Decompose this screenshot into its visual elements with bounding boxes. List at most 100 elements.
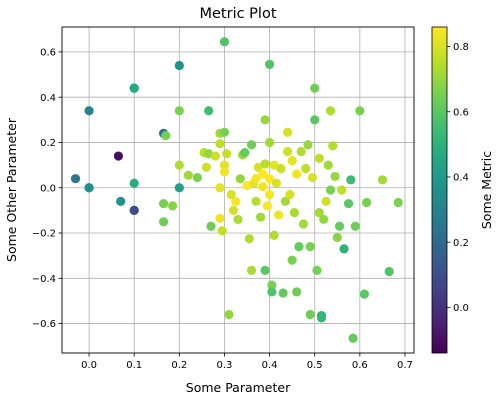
scatter-point: [174, 106, 184, 116]
scatter-point: [231, 196, 241, 206]
scatter-point: [289, 208, 300, 218]
scatter-point: [325, 106, 336, 116]
scatter-point: [319, 214, 329, 225]
scatter-point: [129, 83, 139, 93]
scatter-point: [316, 313, 327, 323]
y-tick-label: 0.6: [40, 48, 56, 59]
x-tick-label: 0.6: [352, 360, 368, 371]
scatter-point: [219, 160, 230, 170]
scatter-point: [332, 232, 342, 243]
scatter-point: [377, 175, 388, 185]
scatter-point: [346, 175, 356, 185]
y-tick-label: 0.0: [40, 183, 56, 194]
colorbar: [431, 26, 448, 354]
colorbar-tick-label: 0.4: [453, 173, 469, 184]
scatter-point: [158, 198, 169, 209]
scatter-point: [343, 198, 354, 209]
colorbar-tick-label: 0.6: [453, 107, 469, 118]
scatter-point: [260, 159, 270, 169]
y-tick-label: −0.6: [32, 319, 56, 330]
scatter-point: [283, 146, 293, 157]
scatter-point: [215, 183, 225, 193]
scatter-point: [255, 212, 266, 222]
scatter-point: [305, 241, 315, 252]
scatter-point: [116, 196, 126, 206]
scatter-point: [337, 185, 347, 195]
x-tick-label: 0.2: [171, 360, 187, 371]
colorbar-tick-label: 0.8: [453, 42, 469, 53]
scatter-point: [285, 189, 295, 200]
plot-area-frame: [61, 26, 415, 354]
scatter-point: [192, 172, 202, 183]
scatter-point: [362, 197, 372, 208]
scatter-point: [314, 208, 324, 218]
scatter-point: [301, 163, 311, 174]
scatter-point: [310, 115, 320, 125]
scatter-point: [287, 155, 297, 166]
scatter-point: [298, 219, 309, 229]
scatter-point: [264, 189, 275, 200]
scatter-point: [246, 140, 257, 150]
scatter-point: [215, 138, 225, 149]
y-axis-ticks: −0.6 −0.4 −0.2 0.0 0.2 0.4 0.6: [32, 48, 62, 330]
scatter-point: [384, 266, 394, 277]
scatter-point: [174, 183, 184, 193]
scatter-point: [174, 160, 184, 170]
gridlines: [62, 27, 414, 353]
scatter-point: [226, 189, 236, 200]
scatter-point: [264, 174, 275, 184]
y-tick-label: 0.4: [40, 93, 56, 104]
scatter-point: [278, 288, 288, 298]
scatter-point: [264, 59, 275, 69]
scatter-point: [246, 265, 257, 275]
scatter-point: [204, 106, 214, 116]
scatter-point: [167, 201, 178, 211]
x-axis-ticks: 0.0 0.1 0.2 0.3 0.4 0.5 0.6 0.7: [81, 353, 413, 371]
scatter-point: [258, 169, 268, 179]
scatter-point: [251, 174, 261, 184]
scatter-point: [264, 137, 275, 148]
colorbar-ticks: 0.0 0.2 0.4 0.6 0.8: [447, 42, 469, 314]
scatter-point: [328, 141, 338, 151]
scatter-point: [262, 201, 272, 211]
chart-title: Metric Plot: [199, 6, 276, 22]
scatter-point: [210, 151, 221, 161]
scatter-point: [113, 151, 124, 161]
scatter-point: [183, 170, 193, 180]
scatter-point: [296, 146, 306, 157]
scatter-point: [224, 309, 234, 320]
scatter-point: [219, 127, 230, 137]
scatter-point: [84, 183, 94, 193]
scatter-point: [219, 37, 230, 47]
scatter-point: [70, 174, 81, 184]
scatter-point: [334, 221, 345, 231]
scatter-point: [323, 160, 333, 170]
scatter-point: [321, 196, 331, 206]
scatter-point: [305, 309, 315, 320]
y-axis-label: Some Other Parameter: [4, 117, 19, 262]
scatter-point: [174, 60, 184, 71]
colorbar-tick-label: 0.0: [453, 303, 469, 314]
y-tick-label: 0.2: [40, 138, 56, 149]
x-tick-label: 0.4: [262, 360, 278, 371]
scatter-point: [161, 131, 171, 141]
scatter-point: [283, 127, 293, 137]
scatter-point: [217, 226, 227, 236]
colorbar-tick-label: 0.2: [453, 238, 469, 249]
scatter-point: [348, 333, 358, 343]
scatter-point: [244, 234, 254, 244]
scatter-point: [129, 205, 139, 215]
scatter-point: [269, 230, 279, 240]
x-tick-label: 0.0: [81, 360, 97, 371]
scatter-point: [312, 265, 322, 275]
scatter-point: [201, 162, 212, 172]
scatter-point: [393, 197, 403, 208]
x-tick-label: 0.7: [397, 360, 413, 371]
scatter-point: [355, 106, 365, 116]
x-axis-label: Some Parameter: [186, 380, 291, 395]
scatter-point: [276, 163, 286, 174]
scatter-point: [240, 148, 250, 158]
scatter-point: [310, 83, 320, 93]
scatter-point: [287, 255, 297, 265]
